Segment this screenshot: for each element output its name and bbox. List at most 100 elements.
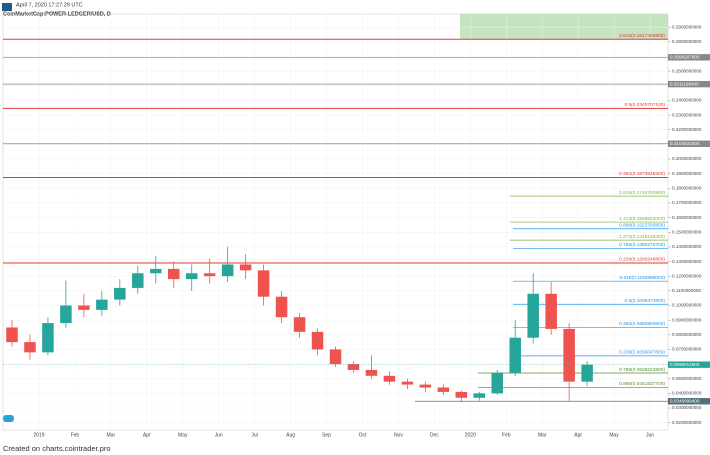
price-box-label: 0.2511196400 bbox=[670, 81, 699, 86]
candle-body bbox=[581, 364, 593, 382]
level-label: 0.236(0.0656047800) bbox=[619, 350, 665, 356]
y-tick-label: 0.1600000000 bbox=[672, 215, 702, 220]
x-tick-label: May bbox=[609, 432, 619, 438]
symbol: CoinMarketCap:POWER-LEDGER/USD, D bbox=[3, 11, 111, 17]
y-tick-label: 0.2900000000 bbox=[672, 24, 702, 29]
candle-body bbox=[347, 364, 360, 370]
price-box-label: 0.0596014900 bbox=[670, 362, 700, 367]
y-tick-label: 0.1300000000 bbox=[672, 259, 702, 264]
x-tick-label: Jul bbox=[251, 432, 257, 438]
y-tick-label: 0.0300000000 bbox=[672, 405, 702, 410]
x-tick-label: Sep bbox=[322, 432, 331, 438]
logo bbox=[2, 3, 12, 11]
zone bbox=[460, 14, 668, 40]
level-label: 0.886(0.1523765800) bbox=[619, 223, 665, 229]
y-tick-label: 0.0200000000 bbox=[672, 420, 702, 425]
y-tick-label: 0.1200000000 bbox=[672, 273, 702, 278]
candle-body bbox=[24, 342, 36, 353]
y-tick-label: 0.0800000000 bbox=[672, 332, 702, 337]
level-label: 1.618(0.1746762800) bbox=[619, 190, 665, 196]
level-label: 1.272(0.1446148400) bbox=[619, 234, 665, 240]
x-tick-label: Nov bbox=[394, 432, 403, 438]
candle-body bbox=[545, 293, 557, 329]
y-tick-label: 0.1700000000 bbox=[672, 200, 702, 205]
x-tick-label: Apr bbox=[574, 432, 582, 438]
x-tick-label: Oct bbox=[359, 432, 367, 438]
watermark-icon bbox=[3, 415, 14, 422]
candle-body bbox=[455, 391, 468, 398]
timestamp: April 7, 2020 17:27:29 UTC bbox=[16, 2, 83, 8]
candle-body bbox=[275, 296, 288, 318]
y-tick-label: 0.0900000000 bbox=[672, 317, 702, 322]
price-box bbox=[668, 398, 710, 405]
candle-body bbox=[563, 328, 575, 382]
y-tick-label: 0.1000000000 bbox=[672, 303, 702, 308]
x-tick-label: Apr bbox=[143, 432, 151, 438]
y-tick-label: 0.1100000000 bbox=[672, 288, 701, 293]
price-box-label: 0.2694297800 bbox=[670, 55, 700, 60]
y-tick-label: 0.2000000000 bbox=[672, 156, 702, 161]
price-box bbox=[668, 80, 710, 88]
level-label: 0.5(0.1008474800) bbox=[624, 298, 665, 304]
candle-body bbox=[311, 331, 324, 350]
candle-body bbox=[401, 381, 414, 385]
candle-body bbox=[150, 268, 162, 274]
x-tick-label: Mar bbox=[538, 432, 547, 438]
candle-body bbox=[383, 375, 396, 382]
level-label: 0.618(0.1165999000) bbox=[619, 275, 665, 281]
y-tick-label: 0.2600000000 bbox=[672, 68, 702, 73]
candle-body bbox=[509, 337, 521, 373]
candle-body bbox=[132, 273, 144, 288]
y-tick-label: 0.0700000000 bbox=[672, 347, 702, 352]
candle-body bbox=[437, 387, 450, 392]
price-box bbox=[668, 361, 710, 368]
level-label: 0.5(0.2345707100) bbox=[624, 102, 665, 108]
level-label: 0.786(0.1390270700) bbox=[619, 242, 665, 248]
candle-body bbox=[60, 305, 72, 324]
candle-body bbox=[203, 273, 216, 277]
level-label: 0.382(0.1873948300) bbox=[619, 171, 665, 177]
candle-body bbox=[6, 327, 18, 343]
price-box-label: 0.0346099400 bbox=[670, 398, 700, 403]
x-tick-label: 2020 bbox=[465, 432, 476, 438]
level-label: 0.886(0.0441537700) bbox=[619, 381, 665, 387]
level-label: 0.618(0.2817465800) bbox=[619, 33, 665, 39]
x-tick-label: Dec bbox=[430, 432, 439, 438]
y-tick-label: 0.2800000000 bbox=[672, 39, 702, 44]
x-tick-label: Jun bbox=[646, 432, 654, 438]
candle-body bbox=[293, 317, 306, 332]
level-label: 0.382(0.0850950600) bbox=[619, 321, 665, 327]
level-label: 0.786(0.0539222800) bbox=[619, 367, 665, 373]
price-box-label: 0.2104023300 bbox=[670, 141, 700, 146]
x-tick-label: Aug bbox=[286, 432, 295, 438]
candle-body bbox=[491, 372, 504, 394]
candle-body bbox=[473, 393, 486, 398]
candle-body bbox=[365, 369, 378, 376]
x-tick-label: May bbox=[178, 432, 188, 438]
y-tick-label: 0.2300000000 bbox=[672, 112, 702, 117]
x-tick-label: 2019 bbox=[33, 432, 44, 438]
x-tick-label: Feb bbox=[502, 432, 511, 438]
candle-body bbox=[114, 287, 126, 300]
y-tick-label: 0.1900000000 bbox=[672, 171, 702, 176]
candle-body bbox=[419, 384, 432, 388]
footer: Created on charts.cointrader.pro bbox=[3, 444, 111, 453]
level-label: 0.236(0.1290246800) bbox=[619, 257, 665, 263]
candle-body bbox=[78, 305, 90, 310]
candle-body bbox=[42, 323, 54, 353]
candle-body bbox=[221, 264, 234, 277]
price-box bbox=[668, 54, 710, 61]
x-tick-label: Mar bbox=[107, 432, 116, 438]
y-tick-label: 0.2200000000 bbox=[672, 127, 702, 132]
y-tick-label: 0.0400000000 bbox=[672, 391, 702, 396]
y-tick-label: 0.1500000000 bbox=[672, 229, 702, 234]
x-tick-label: Feb bbox=[71, 432, 80, 438]
x-tick-label: Jun bbox=[215, 432, 223, 438]
level-label: 1.414(0.1569522000) bbox=[619, 216, 665, 222]
candle-body bbox=[257, 270, 270, 297]
candle-body bbox=[167, 268, 180, 280]
candle-body bbox=[527, 293, 539, 338]
candle-body bbox=[96, 299, 108, 310]
